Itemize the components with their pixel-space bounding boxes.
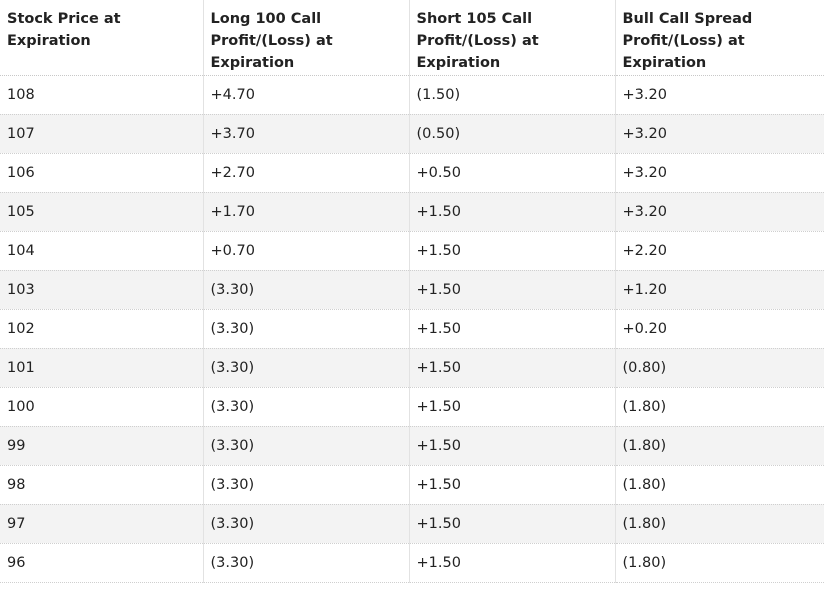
table-row: 100 (3.30) +1.50 (1.80)	[0, 387, 824, 427]
cell-long-call-pl: (3.30)	[202, 270, 409, 310]
cell-stock-price: 106	[0, 153, 203, 193]
cell-spread-pl: (1.80)	[614, 465, 824, 505]
cell-long-call-pl: +0.70	[202, 231, 409, 271]
table-row: 103 (3.30) +1.50 +1.20	[0, 270, 824, 310]
cell-long-call-pl: +3.70	[202, 114, 409, 154]
cell-stock-price: 108	[0, 75, 203, 115]
cell-short-call-pl: +1.50	[408, 231, 615, 271]
cell-spread-pl: (1.80)	[614, 387, 824, 427]
cell-stock-price: 104	[0, 231, 203, 271]
cell-long-call-pl: (3.30)	[202, 387, 409, 427]
cell-short-call-pl: +0.50	[408, 153, 615, 193]
cell-short-call-pl: +1.50	[408, 192, 615, 232]
cell-spread-pl: +1.20	[614, 270, 824, 310]
cell-spread-pl: +3.20	[614, 192, 824, 232]
cell-spread-pl: (1.80)	[614, 426, 824, 466]
cell-long-call-pl: (3.30)	[202, 426, 409, 466]
cell-stock-price: 97	[0, 504, 203, 544]
cell-short-call-pl: +1.50	[408, 426, 615, 466]
cell-stock-price: 103	[0, 270, 203, 310]
cell-short-call-pl: +1.50	[408, 309, 615, 349]
cell-long-call-pl: (3.30)	[202, 309, 409, 349]
cell-stock-price: 102	[0, 309, 203, 349]
table-row: 104 +0.70 +1.50 +2.20	[0, 231, 824, 271]
cell-short-call-pl: +1.50	[408, 387, 615, 427]
cell-stock-price: 100	[0, 387, 203, 427]
table-row: 99 (3.30) +1.50 (1.80)	[0, 426, 824, 466]
header-long-call-pl: Long 100 Call Profit/(Loss) at Expiratio…	[202, 0, 409, 76]
cell-spread-pl: +2.20	[614, 231, 824, 271]
table-row: 108 +4.70 (1.50) +3.20	[0, 75, 824, 115]
cell-spread-pl: +3.20	[614, 114, 824, 154]
cell-long-call-pl: (3.30)	[202, 348, 409, 388]
cell-long-call-pl: +2.70	[202, 153, 409, 193]
cell-stock-price: 105	[0, 192, 203, 232]
header-short-call-pl: Short 105 Call Profit/(Loss) at Expirati…	[408, 0, 615, 76]
table-header: Stock Price at Expiration Long 100 Call …	[0, 0, 824, 76]
table-row: 96 (3.30) +1.50 (1.80)	[0, 543, 824, 583]
table-row: 102 (3.30) +1.50 +0.20	[0, 309, 824, 349]
cell-stock-price: 98	[0, 465, 203, 505]
table-row: 101 (3.30) +1.50 (0.80)	[0, 348, 824, 388]
cell-spread-pl: +3.20	[614, 75, 824, 115]
cell-short-call-pl: (1.50)	[408, 75, 615, 115]
table-body: 108 +4.70 (1.50) +3.20 107 +3.70 (0.50) +3.20 10…	[0, 75, 824, 583]
table-row: 106 +2.70 +0.50 +3.20	[0, 153, 824, 193]
table-row: 105 +1.70 +1.50 +3.20	[0, 192, 824, 232]
header-stock-price: Stock Price at Expiration	[0, 0, 203, 76]
header-row: Stock Price at Expiration Long 100 Call …	[0, 0, 824, 76]
cell-stock-price: 96	[0, 543, 203, 583]
cell-long-call-pl: (3.30)	[202, 543, 409, 583]
cell-long-call-pl: +4.70	[202, 75, 409, 115]
cell-spread-pl: (1.80)	[614, 504, 824, 544]
cell-stock-price: 99	[0, 426, 203, 466]
cell-spread-pl: +0.20	[614, 309, 824, 349]
cell-spread-pl: (0.80)	[614, 348, 824, 388]
cell-long-call-pl: (3.30)	[202, 504, 409, 544]
table-row: 98 (3.30) +1.50 (1.80)	[0, 465, 824, 505]
cell-spread-pl: +3.20	[614, 153, 824, 193]
table-row: 107 +3.70 (0.50) +3.20	[0, 114, 824, 154]
header-spread-pl: Bull Call Spread Profit/(Loss) at Expira…	[614, 0, 824, 76]
table-row: 97 (3.30) +1.50 (1.80)	[0, 504, 824, 544]
cell-spread-pl: (1.80)	[614, 543, 824, 583]
cell-short-call-pl: +1.50	[408, 504, 615, 544]
cell-short-call-pl: +1.50	[408, 348, 615, 388]
cell-stock-price: 101	[0, 348, 203, 388]
cell-stock-price: 107	[0, 114, 203, 154]
cell-short-call-pl: +1.50	[408, 465, 615, 505]
cell-short-call-pl: (0.50)	[408, 114, 615, 154]
cell-long-call-pl: (3.30)	[202, 465, 409, 505]
cell-short-call-pl: +1.50	[408, 270, 615, 310]
cell-short-call-pl: +1.50	[408, 543, 615, 583]
cell-long-call-pl: +1.70	[202, 192, 409, 232]
